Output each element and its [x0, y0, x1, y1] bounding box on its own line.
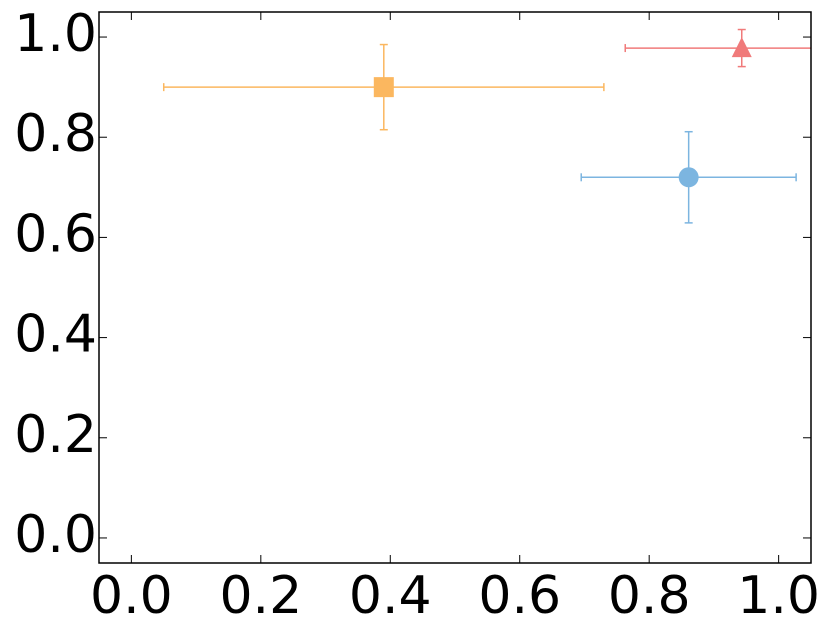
x-tick-label: 0.4 [349, 566, 432, 626]
point [731, 37, 752, 58]
point [678, 167, 699, 188]
x-tick-label: 0.6 [478, 566, 561, 626]
x-tick-label: 0.2 [219, 566, 302, 626]
y-tick-label: 0.8 [14, 104, 97, 164]
point [373, 77, 394, 98]
y-tick-label: 1.0 [14, 4, 97, 64]
y-tick-label: 0.2 [14, 405, 97, 465]
y-tick-label: 0.0 [14, 505, 97, 565]
x-tick-label: 0.8 [608, 566, 691, 626]
plot-area [162, 28, 811, 224]
y-tick-label: 0.6 [14, 204, 97, 264]
x-tick-label: 0.0 [90, 566, 173, 626]
plot-frame [98, 11, 812, 564]
x-tick-label: 1.0 [737, 566, 820, 626]
y-tick-label: 0.4 [14, 305, 97, 365]
